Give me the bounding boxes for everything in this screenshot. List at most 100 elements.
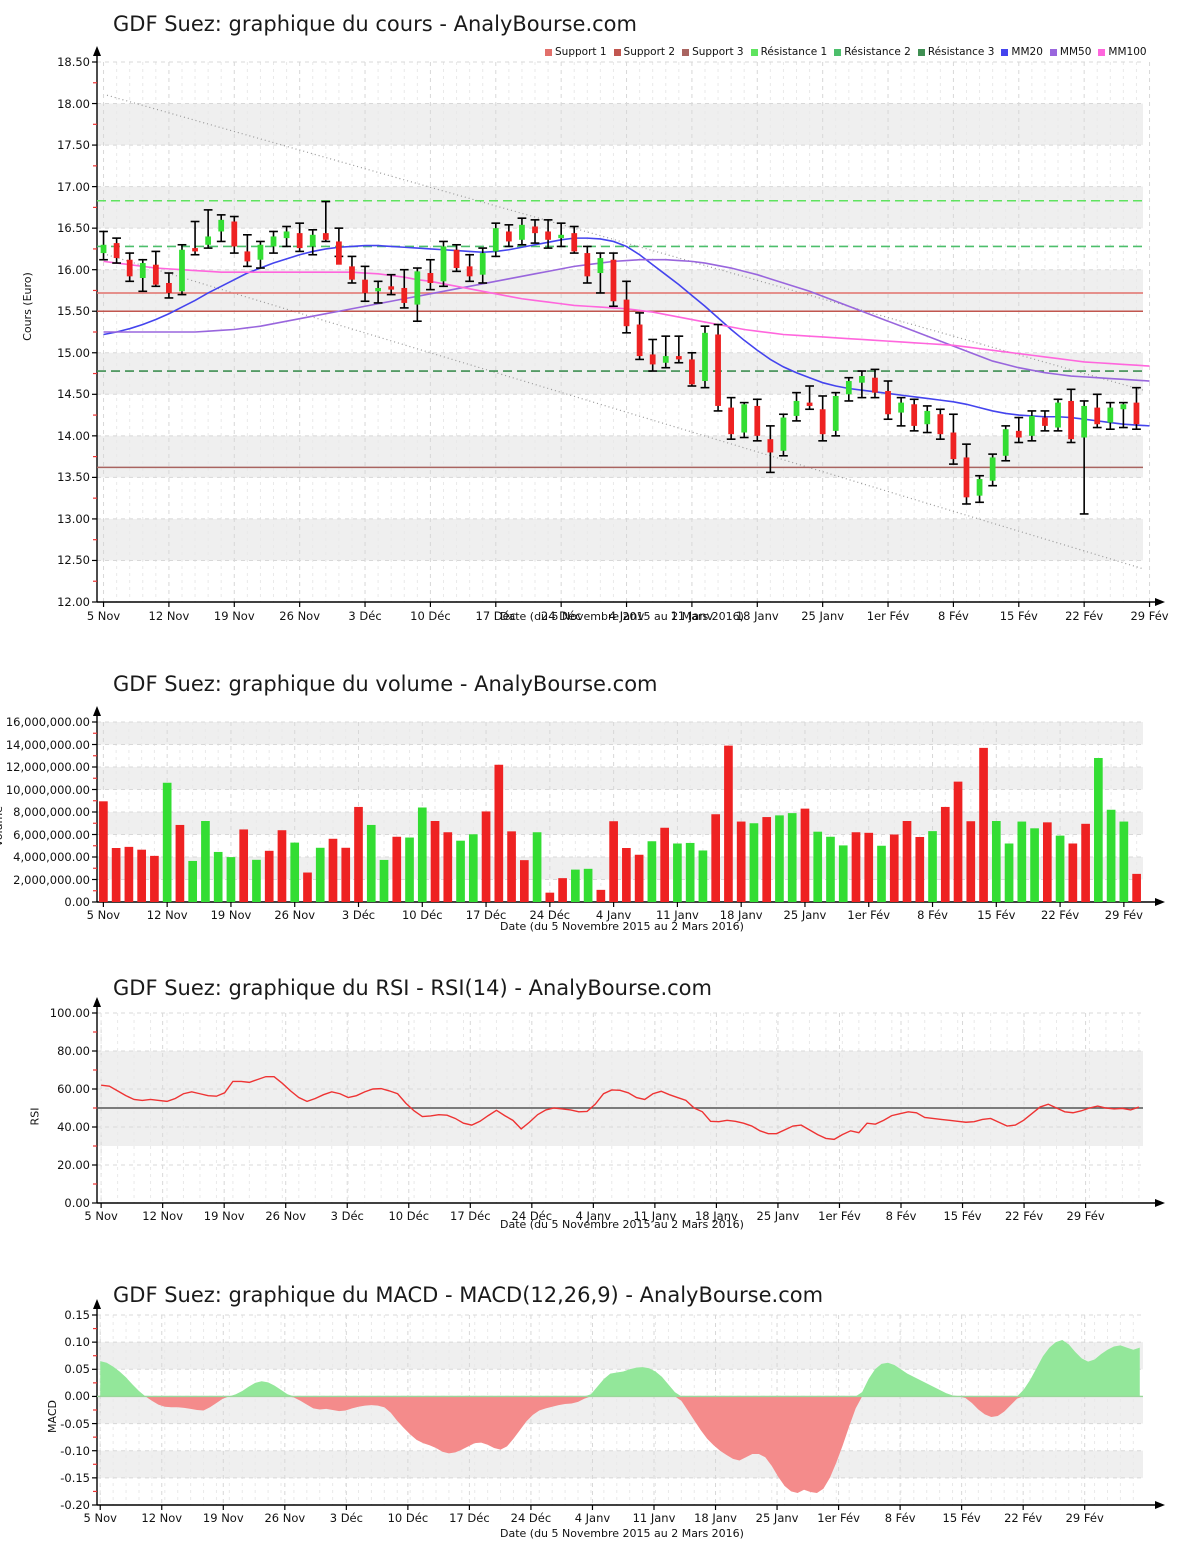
y-tick-label: 18.50 <box>57 55 90 69</box>
volume-chart-canvas[interactable] <box>0 650 1200 960</box>
legend-item-mm100[interactable]: MM100 <box>1098 46 1147 58</box>
x-tick-label: 29 Fév <box>1066 1209 1105 1223</box>
x-tick-label: 24 Déc <box>540 609 582 623</box>
legend-item-mm20[interactable]: MM20 <box>1001 46 1043 58</box>
x-tick-label: 11 Janv <box>655 908 699 922</box>
y-tick-label: 6,000,000.00 <box>13 827 90 842</box>
x-tick-label: 22 Fév <box>1065 609 1104 623</box>
x-tick-label: 19 Nov <box>202 1511 244 1525</box>
x-tick-label: 15 Fév <box>977 908 1016 922</box>
x-tick-label: 4 Janv <box>595 908 632 922</box>
y-tick-label: 0.00 <box>64 1389 90 1404</box>
legend-item-support-2[interactable]: Support 2 <box>613 46 675 58</box>
legend-label: Résistance 2 <box>844 46 911 58</box>
legend-swatch-icon <box>834 48 842 56</box>
x-tick-label: 10 Déc <box>410 609 451 623</box>
y-tick-label: -0.05 <box>60 1416 90 1431</box>
x-tick-label: 5 Nov <box>86 609 121 623</box>
x-tick-label: 5 Nov <box>83 1511 117 1525</box>
macd-chart-canvas[interactable] <box>0 1265 1200 1550</box>
volume-chart-panel: GDF Suez: graphique du volume - AnalyBou… <box>0 650 1200 960</box>
y-tick-label: -0.10 <box>60 1443 90 1458</box>
x-tick-label: 3 Déc <box>329 1511 363 1525</box>
x-tick-label: 17 Déc <box>450 1209 491 1223</box>
legend-label: MM100 <box>1108 46 1147 58</box>
x-tick-label: 18 Janv <box>735 609 779 623</box>
legend-swatch-icon <box>917 48 925 56</box>
legend-item-support-1[interactable]: Support 1 <box>545 46 607 58</box>
x-tick-label: 3 Déc <box>330 1209 364 1223</box>
legend-item-r-sistance-3[interactable]: Résistance 3 <box>917 46 995 58</box>
x-tick-label: 1er Fév <box>818 1209 861 1223</box>
x-tick-label: 5 Nov <box>86 908 121 922</box>
x-tick-label: 25 Janv <box>755 1511 799 1525</box>
volume-x-axis-label: Date (du 5 Novembre 2015 au 2 Mars 2016) <box>500 920 744 933</box>
x-tick-label: 17 Déc <box>465 908 507 922</box>
x-tick-label: 12 Nov <box>148 609 190 623</box>
x-tick-label: 12 Nov <box>142 1209 184 1223</box>
x-tick-label: 26 Nov <box>265 1209 307 1223</box>
x-tick-label: 25 Janv <box>756 1209 800 1223</box>
legend-swatch-icon <box>750 48 758 56</box>
legend-item-support-3[interactable]: Support 3 <box>682 46 744 58</box>
legend-swatch-icon <box>1049 48 1057 56</box>
x-tick-label: 18 Janv <box>694 1209 738 1223</box>
rsi-chart-title: GDF Suez: graphique du RSI - RSI(14) - A… <box>113 976 712 1000</box>
x-tick-label: 18 Janv <box>719 908 763 922</box>
legend-label: Résistance 3 <box>927 46 995 58</box>
y-tick-label: 40.00 <box>57 1120 90 1134</box>
x-tick-label: 10 Déc <box>388 1209 430 1223</box>
x-tick-label: 26 Nov <box>264 1511 306 1525</box>
y-tick-label: -0.20 <box>60 1498 90 1512</box>
x-tick-label: 19 Nov <box>210 908 252 922</box>
x-tick-label: 26 Nov <box>274 908 316 922</box>
y-tick-label: 80.00 <box>57 1044 90 1058</box>
legend-swatch-icon <box>1001 48 1009 56</box>
x-tick-label: 4 Janv <box>575 1209 612 1223</box>
rsi-chart-canvas[interactable] <box>0 960 1200 1260</box>
x-tick-label: 18 Janv <box>694 1511 737 1525</box>
y-tick-label: -0.15 <box>60 1470 90 1485</box>
price-x-axis-label: Date (du 5 Novembre 2015 au 2 Mars 2016) <box>500 610 744 623</box>
legend-label: Support 1 <box>555 46 607 58</box>
y-tick-label: 17.50 <box>57 138 90 153</box>
y-tick-label: 0.00 <box>64 895 90 909</box>
price-chart-title: GDF Suez: graphique du cours - AnalyBour… <box>113 12 637 36</box>
x-tick-label: 8 Fév <box>884 1511 916 1525</box>
y-tick-label: 8,000,000.00 <box>13 805 90 819</box>
x-tick-label: 17 Déc <box>449 1511 490 1525</box>
y-tick-label: 13.00 <box>57 511 90 526</box>
volume-chart-title: GDF Suez: graphique du volume - AnalyBou… <box>113 672 658 696</box>
x-tick-label: 1er Fév <box>847 908 891 922</box>
x-tick-label: 10 Déc <box>401 908 443 922</box>
x-tick-label: 24 Déc <box>511 1209 553 1223</box>
x-tick-label: 12 Nov <box>146 908 188 922</box>
x-tick-label: 22 Fév <box>1041 908 1080 922</box>
x-tick-label: 26 Nov <box>279 609 321 623</box>
y-tick-label: 0.00 <box>64 1196 90 1210</box>
x-tick-label: 24 Déc <box>510 1511 552 1525</box>
legend-swatch-icon <box>1098 48 1106 56</box>
legend-label: MM20 <box>1011 46 1043 58</box>
legend-item-r-sistance-1[interactable]: Résistance 1 <box>750 46 827 58</box>
x-tick-label: 12 Nov <box>141 1511 183 1525</box>
y-tick-label: 16.50 <box>57 221 90 236</box>
x-tick-label: 19 Nov <box>203 1209 245 1223</box>
x-tick-label: 11 Janv <box>632 1511 676 1525</box>
x-tick-label: 19 Nov <box>213 609 255 623</box>
y-tick-label: 16.00 <box>57 262 90 277</box>
legend-label: Support 3 <box>692 46 744 58</box>
legend-item-mm50[interactable]: MM50 <box>1049 46 1091 58</box>
x-tick-label: 25 Janv <box>801 609 845 623</box>
x-tick-label: 4 Janv <box>574 1511 611 1525</box>
x-tick-label: 11 Janv <box>633 1209 677 1223</box>
y-tick-label: 10,000,000.00 <box>5 782 90 797</box>
price-chart-canvas[interactable] <box>0 0 1200 650</box>
legend-item-r-sistance-2[interactable]: Résistance 2 <box>834 46 911 58</box>
y-tick-label: 12.50 <box>57 553 90 568</box>
y-tick-label: 2,000,000.00 <box>13 872 90 887</box>
x-tick-label: 3 Déc <box>348 609 382 623</box>
y-tick-label: 17.00 <box>57 179 90 194</box>
y-tick-label: 12.00 <box>57 595 90 609</box>
